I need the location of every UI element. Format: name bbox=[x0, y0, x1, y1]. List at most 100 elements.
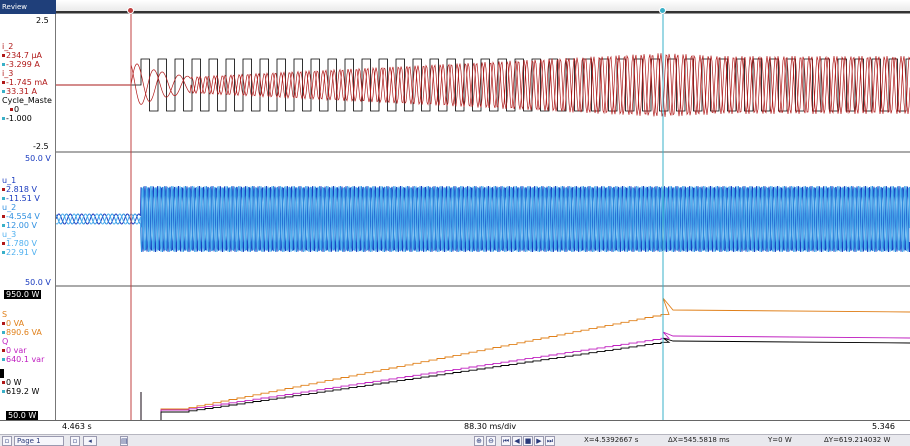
panel1-traces bbox=[56, 53, 910, 117]
i2-value-b: -3.299 A bbox=[6, 60, 40, 69]
cursor1-marker-icon bbox=[2, 349, 5, 352]
u2-trace bbox=[56, 185, 910, 253]
u1-value-a: 2.818 V bbox=[6, 185, 37, 194]
signal-name-u2[interactable]: u_2 bbox=[2, 203, 17, 212]
first-button[interactable]: ⏮ bbox=[501, 436, 511, 446]
i3-value-a: -1.745 mA bbox=[6, 78, 48, 87]
signal-name-cycle-master[interactable]: Cycle_Maste bbox=[2, 96, 52, 105]
i2-trace bbox=[56, 53, 910, 117]
u3-value-a: 1.780 V bbox=[6, 239, 37, 248]
signal-name-q[interactable]: Q bbox=[2, 337, 9, 346]
i3-trace bbox=[56, 53, 910, 117]
p-value-b-row: 619.2 W bbox=[2, 387, 39, 396]
stop-button[interactable]: ■ bbox=[523, 436, 533, 446]
status-bar: ▫ Page 1 ▫ ◂ ▤ ⊕ ⊖ ⏮ ◀ ■ ▶ ⏭ X=4.5392667… bbox=[0, 434, 910, 446]
s-value-a: 0 VA bbox=[6, 319, 25, 328]
signal-name-p[interactable]: P bbox=[0, 369, 4, 378]
cycle-value-b: -1.000 bbox=[6, 114, 32, 123]
cursor1-marker-icon bbox=[2, 381, 5, 384]
u1-value-b: -11.51 V bbox=[6, 194, 40, 203]
cursor1-marker-icon bbox=[2, 188, 5, 191]
zoom-in-icon[interactable]: ⊕ bbox=[474, 436, 484, 446]
p-trace bbox=[140, 337, 910, 420]
waveform-canvas[interactable] bbox=[56, 14, 910, 420]
page-selector[interactable]: Page 1 bbox=[14, 436, 64, 446]
p-value-a-row: 0 W bbox=[2, 378, 22, 387]
q-trace bbox=[140, 331, 910, 420]
cycle-value-b-row: -1.000 bbox=[2, 114, 32, 123]
cursor2-marker-icon bbox=[2, 117, 5, 120]
x-readout: X=4.5392667 s bbox=[584, 436, 639, 444]
signal-name-s[interactable]: S bbox=[2, 310, 8, 319]
signal-name-u3[interactable]: u_3 bbox=[2, 230, 17, 239]
cursor1-marker-icon bbox=[10, 108, 13, 111]
u2-value-b: 12.00 V bbox=[6, 221, 37, 230]
signal-name-i3[interactable]: i_3 bbox=[2, 69, 14, 78]
cursor-2-handle[interactable] bbox=[659, 7, 666, 14]
cursor-header-bar: Review bbox=[0, 0, 910, 14]
y-readout: Y=0 W bbox=[768, 436, 792, 444]
play-button[interactable]: ▶ bbox=[534, 436, 544, 446]
cursor2-marker-icon bbox=[2, 390, 5, 393]
top-axis-line bbox=[56, 11, 910, 13]
q-value-b: 640.1 var bbox=[6, 355, 45, 364]
u2-value-b-row: 12.00 V bbox=[2, 221, 37, 230]
s-value-b: 890.6 VA bbox=[6, 328, 42, 337]
cursor-track[interactable] bbox=[56, 0, 910, 14]
q-value-b-row: 640.1 var bbox=[2, 355, 44, 364]
s-value-b-row: 890.6 VA bbox=[2, 328, 42, 337]
u3-trace bbox=[56, 185, 910, 253]
cursor2-marker-icon bbox=[2, 90, 5, 93]
time-axis-scale: 88.30 ms/div bbox=[464, 422, 517, 431]
i3-value-b: 33.31 A bbox=[6, 87, 37, 96]
time-axis: 4.463 s 88.30 ms/div 5.346 bbox=[0, 420, 910, 434]
u2-value-a: -4.554 V bbox=[6, 212, 40, 221]
cursor2-marker-icon bbox=[2, 197, 5, 200]
q-value-a-row: 0 var bbox=[2, 346, 27, 355]
page-menu-icon[interactable]: ▫ bbox=[70, 436, 80, 446]
cycle-value-a: 0 bbox=[14, 105, 20, 114]
panel1-ymax: 2.5 bbox=[36, 16, 49, 25]
p-value-a: 0 W bbox=[6, 378, 22, 387]
cursor1-marker-icon bbox=[2, 215, 5, 218]
zoom-out-icon[interactable]: ⊖ bbox=[486, 436, 496, 446]
s-value-a-row: 0 VA bbox=[2, 319, 24, 328]
cursor-1-handle[interactable] bbox=[127, 7, 134, 14]
panel2-ymin: 50.0 V bbox=[25, 278, 51, 287]
i2-value-a-row: 234.7 µA bbox=[2, 51, 42, 60]
u3-value-b-row: 22.91 V bbox=[2, 248, 37, 257]
p-value-b: 619.2 W bbox=[6, 387, 40, 396]
cursor1-marker-icon bbox=[2, 54, 5, 57]
review-tab-label: Review bbox=[2, 3, 27, 11]
cursor2-marker-icon bbox=[2, 331, 5, 334]
scroll-handle[interactable]: ▤ bbox=[120, 436, 128, 446]
signal-name-i2[interactable]: i_2 bbox=[2, 42, 14, 51]
cursor1-marker-icon bbox=[2, 81, 5, 84]
page-label: Page 1 bbox=[17, 437, 41, 445]
delta-x-readout: ΔX=545.5818 ms bbox=[668, 436, 730, 444]
cursor1-marker-icon bbox=[2, 242, 5, 245]
panel1-ymin: -2.5 bbox=[33, 142, 49, 151]
cursor2-marker-icon bbox=[2, 251, 5, 254]
panel2-ymax: 50.0 V bbox=[25, 154, 51, 163]
time-axis-start: 4.463 s bbox=[62, 422, 92, 431]
panel3-ymin: 50.0 W bbox=[6, 411, 39, 420]
signal-name-u1[interactable]: u_1 bbox=[2, 176, 17, 185]
last-button[interactable]: ⏭ bbox=[545, 436, 555, 446]
u1-value-b-row: -11.51 V bbox=[2, 194, 40, 203]
prev-button[interactable]: ◀ bbox=[512, 436, 522, 446]
add-page-icon[interactable]: ◂ bbox=[83, 436, 97, 446]
i2-value-a: 234.7 µA bbox=[6, 51, 43, 60]
review-tab[interactable]: Review bbox=[0, 0, 56, 14]
page-icon[interactable]: ▫ bbox=[2, 436, 12, 446]
panel3-traces bbox=[140, 297, 910, 420]
panel3-ymax: 950.0 W bbox=[4, 290, 42, 299]
cursor2-marker-icon bbox=[2, 224, 5, 227]
delta-y-readout: ΔY=619.214032 W bbox=[824, 436, 891, 444]
panel2-traces bbox=[56, 185, 910, 253]
time-axis-end: 5.346 bbox=[872, 422, 895, 431]
i2-value-b-row: -3.299 A bbox=[2, 60, 40, 69]
q-value-a: 0 var bbox=[6, 346, 27, 355]
plot-area[interactable] bbox=[56, 14, 910, 424]
